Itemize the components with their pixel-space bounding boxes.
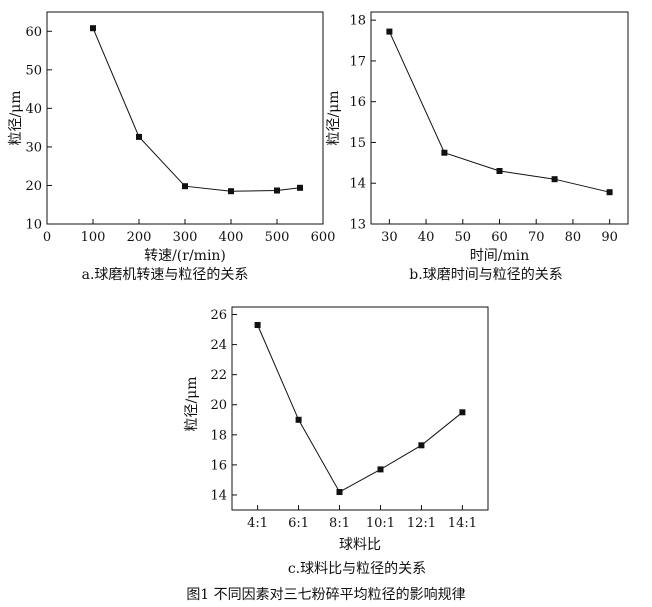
chart-c-x-tick-label: 4:1 xyxy=(247,516,268,531)
chart-a-x-tick-label: 100 xyxy=(81,230,106,245)
chart-b-data-point xyxy=(606,189,613,196)
chart-b-data-point xyxy=(386,28,393,35)
figure-caption: 图1 不同因素对三七粉碎平均粒径的影响规律 xyxy=(186,587,465,603)
chart-a-data-point xyxy=(228,188,234,195)
chart-c-x-tick-label: 6:1 xyxy=(288,516,309,531)
chart-c-data-point xyxy=(295,416,302,423)
chart-b: 30 40 50 60 70 80 90 13 14 15 16 17 18 时间/min 粒径/μm xyxy=(326,11,629,264)
chart-b-x-tick-label: 80 xyxy=(565,230,582,245)
chart-a-y-tick-label: 30 xyxy=(25,140,42,155)
chart-b-x-tick-label: 70 xyxy=(528,230,545,245)
chart-b-y-tick-label: 18 xyxy=(349,14,366,29)
chart-b-plot-frame xyxy=(370,11,629,225)
chart-a-y-tick-label: 10 xyxy=(25,218,42,233)
chart-b-y-axis-label: 粒径/μm xyxy=(326,90,342,145)
chart-a-plot-frame xyxy=(46,11,324,225)
chart-c-series-line xyxy=(257,324,463,493)
chart-b-x-axis-label: 时间/min xyxy=(470,248,530,264)
chart-b-y-tick-label: 15 xyxy=(349,136,366,151)
chart-c-y-tick-label: 26 xyxy=(210,308,227,323)
chart-a-data-point xyxy=(182,183,188,190)
chart-c-data-point xyxy=(377,466,384,473)
chart-c-y-tick-label: 16 xyxy=(210,458,227,473)
chart-a-y-tick-label: 40 xyxy=(25,102,42,117)
chart-a-x-tick-label: 500 xyxy=(265,230,290,245)
chart-b-x-tick-label: 50 xyxy=(455,230,472,245)
chart-c-x-axis-label: 球料比 xyxy=(339,537,381,553)
chart-a-x-tick-label: 300 xyxy=(173,230,198,245)
chart-a-data-point xyxy=(90,25,96,32)
chart-a-y-tick-label: 60 xyxy=(25,25,42,40)
chart-a-x-tick-label: 200 xyxy=(127,230,152,245)
chart-b-data-point xyxy=(551,176,558,183)
chart-b-caption: b.球磨时间与粒径的关系 xyxy=(409,267,562,283)
chart-a-data-point xyxy=(274,187,280,194)
chart-a-y-tick-label: 50 xyxy=(25,63,42,78)
chart-c-y-tick-label: 18 xyxy=(210,428,227,443)
chart-a-y-tick-label: 20 xyxy=(25,179,42,194)
chart-c-y-tick-label: 22 xyxy=(210,368,227,383)
chart-b-x-tick-label: 60 xyxy=(491,230,508,245)
chart-a-data-point xyxy=(297,184,303,191)
chart-b-y-tick-label: 16 xyxy=(349,95,366,110)
chart-a-data-point xyxy=(136,133,142,140)
chart-a-series-line xyxy=(92,28,301,192)
chart-b-y-tick-label: 17 xyxy=(349,54,366,69)
chart-c-data-point xyxy=(254,322,261,328)
chart-b-data-point xyxy=(441,149,448,156)
chart-a-x-tick-label: 600 xyxy=(311,230,336,245)
chart-c-data-point xyxy=(336,489,343,495)
chart-b-x-tick-label: 40 xyxy=(418,230,435,245)
chart-a-x-tick-label: 400 xyxy=(219,230,244,245)
chart-a: 0 100 200 300 400 500 600 10 20 30 40 50 60 转速/(r/min… xyxy=(8,11,336,264)
chart-c-y-tick-label: 24 xyxy=(210,338,227,353)
chart-b-y-tick-label: 13 xyxy=(349,218,366,233)
chart-a-y-axis-label: 粒径/μm xyxy=(8,90,24,145)
chart-c-y-axis-label: 粒径/μm xyxy=(184,376,200,431)
chart-c-data-point xyxy=(418,442,425,449)
chart-c-y-tick-label: 14 xyxy=(210,488,227,503)
chart-b-x-tick-label: 90 xyxy=(601,230,618,245)
chart-c-caption: c.球料比与粒径的关系 xyxy=(288,561,426,577)
chart-c-y-tick-label: 20 xyxy=(210,398,227,413)
chart-c-plot-frame xyxy=(231,306,489,511)
chart-c-x-tick-label: 12:1 xyxy=(407,516,436,531)
chart-c-x-tick-label: 14:1 xyxy=(448,516,477,531)
chart-a-caption: a.球磨机转速与粒径的关系 xyxy=(82,267,249,283)
chart-b-x-tick-label: 30 xyxy=(381,230,398,245)
chart-a-x-axis-label: 转速/(r/min) xyxy=(144,248,226,264)
chart-c-x-tick-label: 8:1 xyxy=(329,516,350,531)
chart-c: 4:1 6:1 8:1 10:1 12:1 14:1 14 16 18 20 22 24 26 球料比 粒径… xyxy=(184,306,489,553)
chart-c-x-tick-label: 10:1 xyxy=(366,516,395,531)
chart-b-y-tick-label: 14 xyxy=(349,177,366,192)
chart-c-data-point xyxy=(459,409,466,416)
chart-a-x-tick-label: 0 xyxy=(43,230,51,245)
chart-b-data-point xyxy=(496,168,503,174)
